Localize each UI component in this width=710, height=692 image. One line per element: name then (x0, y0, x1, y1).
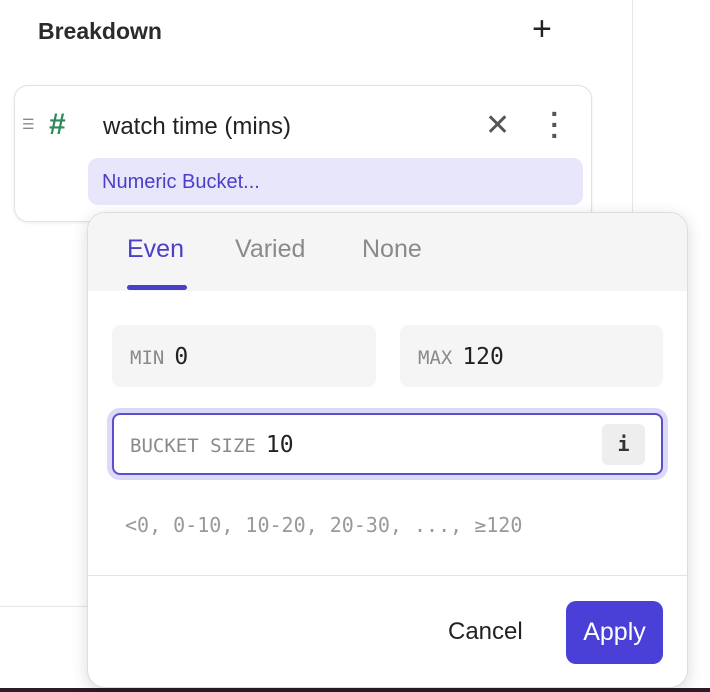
apply-button[interactable]: Apply (566, 601, 663, 664)
field-name: watch time (mins) (103, 113, 292, 140)
active-tab-indicator (127, 285, 187, 290)
max-input[interactable]: MAX 120 (400, 325, 663, 387)
min-value: 0 (174, 344, 189, 370)
hash-icon: # (49, 108, 66, 141)
more-vertical-icon[interactable]: · · · (550, 98, 560, 152)
bucket-preview: <0, 0-10, 10-20, 20-30, ..., ≥120 (125, 513, 523, 537)
bucket-popover: Even Varied None MIN 0 MAX 120 BUCKET SIZE… (87, 212, 688, 688)
bucket-size-label: BUCKET SIZE (130, 435, 256, 457)
drag-handle-icon[interactable]: ☰ (22, 116, 35, 132)
tab-varied[interactable]: Varied (235, 235, 306, 263)
bucket-size-value: 10 (265, 432, 294, 458)
section-title: Breakdown (38, 18, 162, 44)
min-input[interactable]: MIN 0 (112, 325, 376, 387)
numeric-bucket-chip[interactable]: Numeric Bucket... (88, 158, 583, 205)
footer-divider (88, 575, 687, 576)
breakdown-card: ☰ # watch time (mins) ✕ · · · Numeric Buck… (14, 85, 592, 222)
tab-none[interactable]: None (362, 235, 422, 263)
cancel-button[interactable]: Cancel (448, 618, 523, 645)
min-label: MIN (130, 347, 165, 369)
plus-icon[interactable]: + (532, 10, 552, 48)
tab-bar: Even Varied None (88, 213, 687, 291)
close-icon[interactable]: ✕ (485, 109, 511, 142)
max-value: 120 (462, 344, 504, 370)
bottom-edge (0, 688, 710, 692)
tab-even[interactable]: Even (127, 235, 184, 263)
info-icon[interactable]: i (602, 424, 645, 465)
max-label: MAX (418, 347, 453, 369)
divider (0, 606, 100, 607)
bucket-size-input[interactable]: BUCKET SIZE 10 i (112, 413, 663, 475)
